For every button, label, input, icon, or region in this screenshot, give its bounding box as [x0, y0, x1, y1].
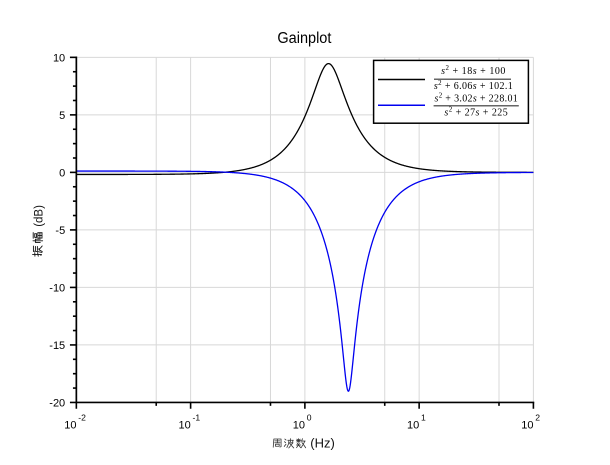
svg-text:10: 10	[407, 419, 419, 431]
svg-text:-10: -10	[49, 282, 65, 294]
svg-text:Gainplot: Gainplot	[277, 30, 332, 47]
svg-text:s2​ + 6.06s + 102.1: s2​ + 6.06s + 102.1	[434, 80, 513, 92]
svg-text:(Hz): (Hz)	[310, 435, 335, 450]
svg-text:10: 10	[521, 419, 533, 431]
svg-text:-20: -20	[49, 397, 65, 409]
svg-text:10: 10	[179, 419, 191, 431]
svg-text:s2​ + 18s + 100: s2​ + 18s + 100	[441, 65, 506, 77]
svg-text:10: 10	[53, 52, 65, 64]
svg-text:-15: -15	[49, 340, 65, 352]
svg-text:10: 10	[293, 419, 305, 431]
svg-text:10: 10	[64, 419, 76, 431]
svg-text:0: 0	[307, 413, 312, 423]
svg-text:(dB): (dB)	[33, 205, 45, 227]
svg-text:s2​ + 3.02s + 228.01: s2​ + 3.02s + 228.01	[434, 92, 518, 104]
svg-text:s2​ + 27s + 225: s2​ + 27s + 225	[444, 107, 508, 119]
svg-text:5: 5	[59, 110, 65, 122]
svg-text:-5: -5	[55, 225, 65, 237]
svg-text:-1: -1	[193, 413, 201, 423]
svg-text:1: 1	[421, 413, 426, 423]
svg-text:-2: -2	[78, 413, 86, 423]
svg-text:0: 0	[59, 167, 65, 179]
svg-text:2: 2	[535, 413, 540, 423]
